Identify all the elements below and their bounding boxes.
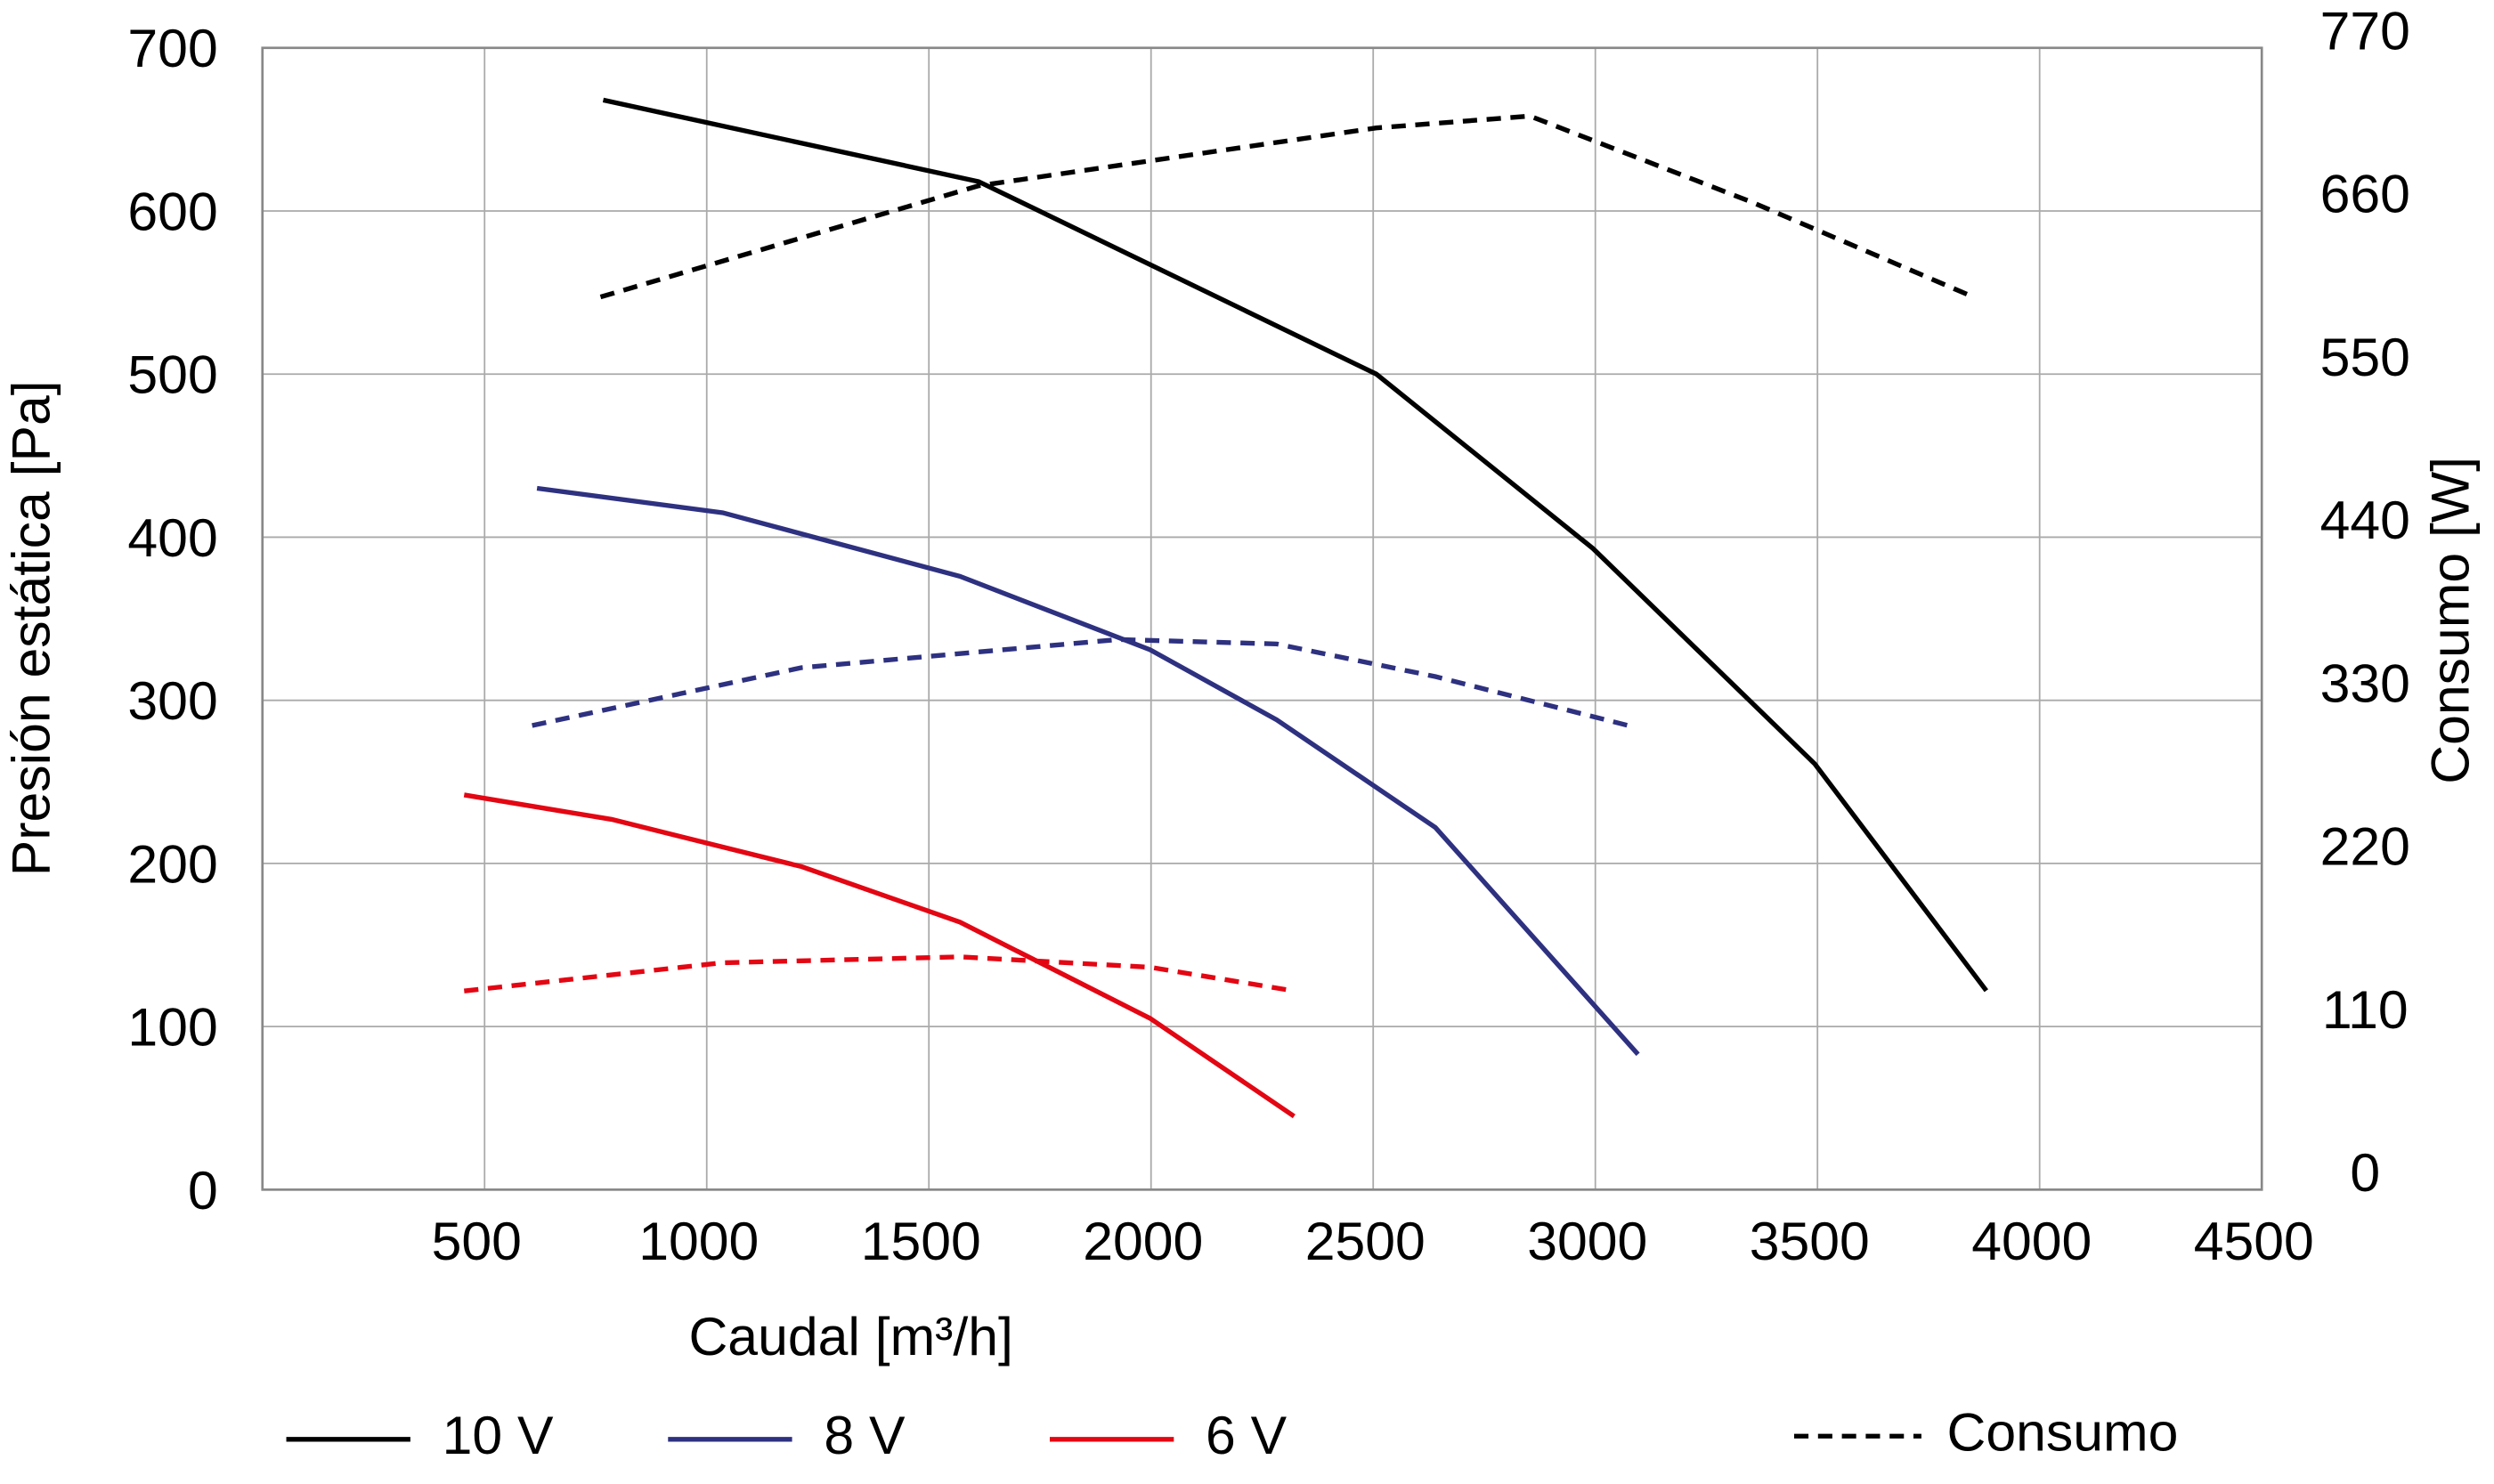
y-tick-label: 700 [127, 18, 217, 78]
pressure-line [536, 485, 1640, 1057]
y2-tick-label: 550 [2320, 327, 2410, 387]
pressure-line [602, 97, 1988, 993]
y2-tick-label: 220 [2320, 816, 2410, 877]
consumption-line [463, 954, 1295, 993]
y2-tick-label: 770 [2320, 1, 2410, 61]
x-tick-label: 3500 [1750, 1211, 1870, 1271]
plot-frame [261, 46, 2263, 1191]
x-tick-label: 4000 [1971, 1211, 2092, 1271]
y-tick-label: 300 [127, 670, 217, 731]
x-tick-label: 4500 [2194, 1211, 2314, 1271]
legend-label: Consumo [1946, 1401, 2178, 1462]
x-tick-label: 3000 [1527, 1211, 1647, 1271]
y-tick-label: 500 [127, 345, 217, 405]
x-tick-label: 2500 [1305, 1211, 1426, 1271]
pressure-line [463, 792, 1296, 1119]
y2-axis-label: Consumo [W] [2419, 457, 2480, 784]
y-tick-label: 400 [127, 507, 217, 568]
y-axis-label: Presión estática [Pa] [0, 380, 61, 876]
y-tick-label: 0 [188, 1160, 218, 1220]
legend-label: 8 V [824, 1405, 906, 1465]
y2-tick-label: 110 [2322, 979, 2409, 1040]
x-axis-label: Caudal [m³/h] [688, 1306, 1012, 1366]
x-tick-label: 1000 [638, 1211, 759, 1271]
legend-label: 10 V [443, 1405, 554, 1465]
y-tick-label: 200 [127, 833, 217, 894]
x-tick-label: 1500 [861, 1211, 981, 1271]
legend-label: 6 V [1206, 1405, 1288, 1465]
consumption-line [532, 637, 1629, 728]
y-tick-label: 100 [127, 997, 217, 1058]
y-tick-label: 600 [127, 181, 217, 241]
y2-tick-label: 660 [2320, 164, 2410, 224]
y2-tick-label: 0 [2350, 1142, 2380, 1203]
x-tick-label: 2000 [1083, 1211, 1203, 1271]
y2-tick-label: 440 [2320, 490, 2410, 550]
consumption-line [599, 113, 1975, 300]
x-tick-label: 500 [432, 1211, 522, 1271]
y2-tick-label: 330 [2320, 653, 2410, 713]
